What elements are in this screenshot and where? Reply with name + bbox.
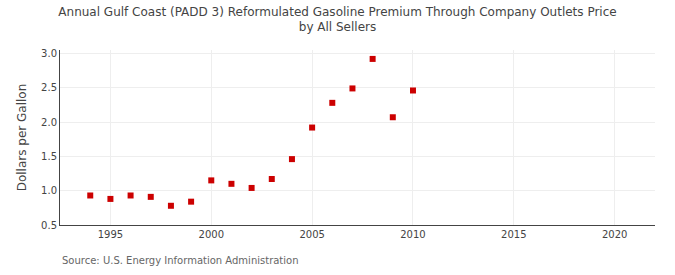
svg-text:2.5: 2.5 xyxy=(41,82,57,93)
svg-text:1.0: 1.0 xyxy=(41,185,57,196)
svg-text:Source: U.S. Energy Informatio: Source: U.S. Energy Information Administ… xyxy=(62,255,299,266)
svg-text:1995: 1995 xyxy=(98,229,123,240)
svg-text:2.0: 2.0 xyxy=(41,117,57,128)
svg-text:2010: 2010 xyxy=(400,229,425,240)
svg-text:2015: 2015 xyxy=(501,229,526,240)
svg-text:2000: 2000 xyxy=(199,229,224,240)
svg-text:2020: 2020 xyxy=(602,229,627,240)
svg-text:3.0: 3.0 xyxy=(41,48,57,59)
svg-text:0.5: 0.5 xyxy=(41,220,57,231)
svg-text:Annual Gulf Coast (PADD 3) Ref: Annual Gulf Coast (PADD 3) Reformulated … xyxy=(58,5,616,35)
svg-text:1.5: 1.5 xyxy=(41,151,57,162)
svg-text:2005: 2005 xyxy=(299,229,324,240)
svg-text:Dollars per Gallon: Dollars per Gallon xyxy=(15,84,29,192)
